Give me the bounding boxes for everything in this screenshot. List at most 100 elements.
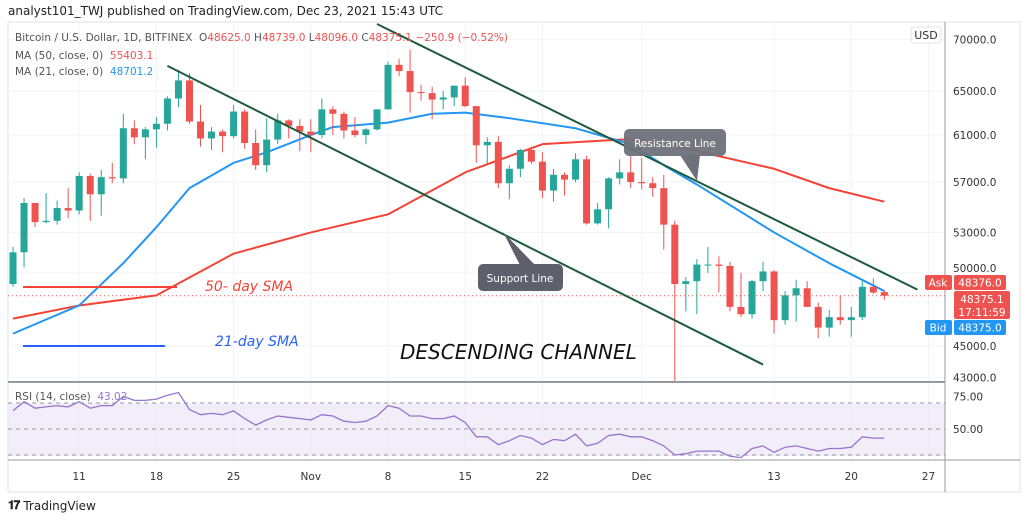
resistance-callout[interactable]: Resistance Line [624, 129, 726, 181]
support-callout[interactable]: Support Line [478, 232, 563, 291]
candle-body [527, 149, 535, 162]
high-label: H [254, 32, 262, 44]
time-tick-label: Dec [632, 471, 653, 483]
candle-body [472, 106, 480, 146]
candle-body [439, 97, 447, 100]
resistance-trendline[interactable] [376, 23, 918, 291]
brand-name: TradingView [23, 498, 96, 513]
candle-body [836, 317, 844, 321]
candle-body [351, 130, 359, 136]
ask-tag: Ask [929, 278, 949, 290]
candle-body [549, 174, 557, 191]
publish-line: analyst101_TWJ published on TradingView.… [8, 4, 444, 18]
time-axis[interactable]: 11 18 25 Nov 8 15 22 Dec 13 20 27 [72, 471, 935, 483]
footer[interactable]: 𝟏𝟕 TradingView [8, 498, 96, 513]
support-trendline[interactable] [166, 64, 764, 366]
candle-body [329, 109, 337, 114]
trendlines[interactable] [166, 23, 918, 366]
ma21-line [12, 111, 885, 335]
time-tick-label: 18 [150, 471, 163, 483]
candle-body [307, 131, 315, 136]
candle-body [86, 175, 94, 195]
time-tick-label: 8 [385, 471, 392, 483]
candle-body [450, 85, 458, 98]
candle-body [75, 175, 83, 211]
candle-body [792, 288, 800, 296]
candle-body [318, 109, 326, 136]
candle-body [141, 129, 149, 138]
close-value: 48375.1 [368, 32, 413, 44]
candle-body [605, 178, 613, 210]
candle-body [583, 159, 591, 224]
last-price: 48375.1 [960, 294, 1003, 306]
candle-body [428, 93, 436, 100]
grid [8, 22, 945, 460]
candle-body [230, 111, 238, 137]
candles [9, 49, 888, 382]
candle-body [649, 183, 657, 189]
rsi-legend[interactable]: RSI (14, close) 43.02 [15, 391, 127, 403]
candle-body [163, 98, 171, 124]
candle-body [737, 306, 745, 315]
candle-body [671, 224, 679, 284]
ma21-legend[interactable]: MA (21, close, 0) 48701.2 [15, 66, 153, 78]
candle-body [64, 208, 72, 211]
candle-body [847, 317, 855, 321]
candle-body [417, 92, 425, 94]
candle-body [627, 172, 635, 183]
close-label: C [361, 32, 369, 44]
candle-body [241, 111, 249, 144]
time-tick-label: 11 [72, 471, 85, 483]
candle-body [682, 281, 690, 284]
high-value: 48739.0 [261, 32, 306, 44]
ma21-path [12, 111, 885, 335]
candle-body [31, 202, 39, 223]
price-axis[interactable]: 70000.0 65000.0 61000.0 57000.0 53000.0 50000… [953, 35, 996, 436]
candle-body [704, 264, 712, 266]
price-tick-label: 45000.0 [953, 341, 996, 353]
candle-body [726, 265, 734, 307]
ma50-legend[interactable]: MA (50, close, 0) 55403.1 [15, 50, 153, 62]
rsi-tick-label: 75.00 [953, 392, 983, 404]
candle-body [373, 109, 381, 130]
candle-body [594, 209, 602, 224]
candle-body [516, 149, 524, 169]
channel-title: DESCENDING CHANNEL [400, 340, 637, 364]
candle-body [638, 182, 646, 184]
price-tick-label: 50000.0 [953, 263, 996, 275]
candle-body [461, 85, 469, 107]
candle-body [185, 80, 193, 122]
candle-body [483, 141, 491, 146]
price-tick-label: 65000.0 [953, 86, 996, 98]
candle-body [616, 172, 624, 179]
candle-body [130, 128, 138, 138]
candle-body [108, 177, 116, 179]
price-tick-label: 43000.0 [953, 372, 996, 384]
time-tick-label: 22 [536, 471, 549, 483]
candle-body [814, 306, 822, 328]
low-label: L [308, 32, 315, 44]
candle-body [505, 168, 513, 184]
currency-button[interactable] [910, 26, 942, 44]
candle-body [119, 128, 127, 179]
countdown: 17:11:59 [958, 307, 1005, 319]
symbol-legend[interactable]: Bitcoin / U.S. Dollar, 1D, BITFINEX O486… [15, 32, 508, 44]
rsi-label: RSI (14, close) [15, 391, 91, 403]
candle-body [252, 143, 260, 166]
ma50-line [12, 138, 885, 320]
candle-body [296, 125, 304, 132]
sma50-annotation: 50- day SMA [205, 279, 293, 295]
time-tick-label: 27 [922, 471, 935, 483]
candle-body [803, 288, 811, 307]
candle-body [693, 264, 701, 282]
price-tick-label: 70000.0 [953, 35, 996, 47]
candle-body [197, 121, 205, 139]
candle-body [53, 208, 61, 221]
price-tick-label: 53000.0 [953, 227, 996, 239]
candle-body [748, 281, 756, 315]
currency-label: USD [914, 29, 938, 42]
ask-price: 48376.0 [958, 278, 1001, 290]
open-value: 48625.0 [207, 32, 251, 44]
support-label: Support Line [487, 273, 554, 285]
